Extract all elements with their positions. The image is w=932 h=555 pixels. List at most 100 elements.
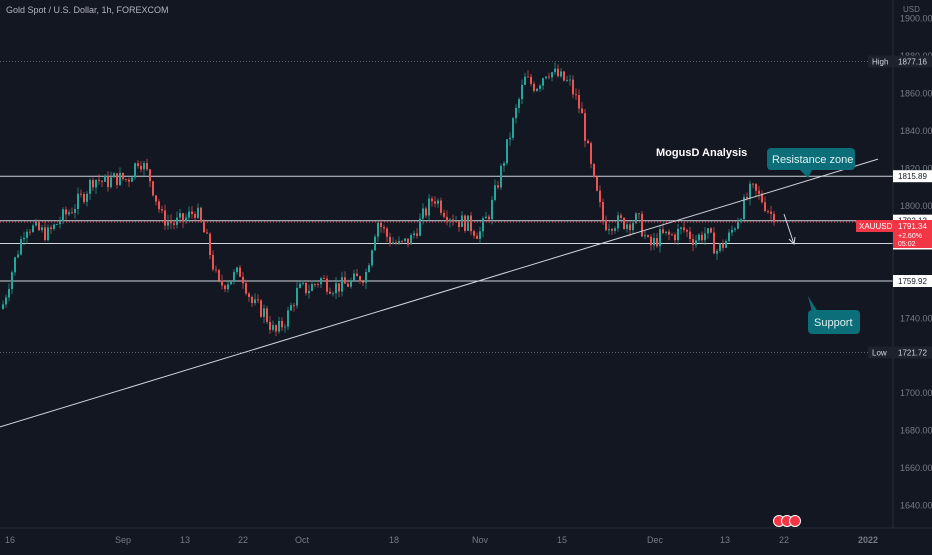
annotation-title[interactable]: MogusD Analysis [656,147,747,159]
forecast-arrow[interactable] [783,213,795,245]
candle-body [422,208,424,219]
candle-body [236,267,238,273]
candle-body [56,224,58,225]
candle-body [323,278,325,279]
candle-body [221,280,223,286]
level-price-label: 1815.89 [898,172,927,181]
candle-body [470,215,472,232]
candle-body [167,220,169,226]
candle-body [275,325,277,332]
candle-body [524,76,526,85]
candle-body [683,227,685,230]
candle-body [365,271,367,283]
candle-body [677,228,679,241]
candle-body [770,211,772,214]
candle-body [461,215,463,227]
candle-body [650,236,652,246]
candle-body [656,238,658,247]
candle-body [587,140,589,144]
candle-body [476,235,478,239]
candle-body [596,176,598,191]
candle-body [644,235,646,237]
candle-body [308,290,310,294]
candle-body [701,234,703,241]
candle-body [452,219,454,222]
candle-body [590,143,592,164]
price-axis[interactable] [892,0,932,528]
candle-body [2,304,4,309]
candle-body [584,113,586,141]
candle-body [575,94,577,96]
candle-body [545,76,547,79]
drawings: MogusD Analysis Resistance zone Support [0,147,893,428]
candle-body [137,163,139,166]
candle-body [755,183,757,191]
candle-body [23,237,25,240]
candle-body [704,233,706,241]
candle-body [614,228,616,231]
candle-body [116,173,118,186]
candle-body [125,179,127,180]
candle-body [230,281,232,285]
candle-body [464,215,466,231]
level-price-label: 1721.72 [898,349,927,358]
candle-body [200,207,202,222]
candle-body [431,198,433,202]
candle-body [632,223,634,231]
candle-body [215,269,217,271]
candle-body [392,242,394,244]
candle-body [419,218,421,236]
candle-body [548,76,550,78]
candle-body [443,212,445,217]
candle-body [227,284,229,290]
current-price-countdown: 05:02 [898,241,916,248]
candle-body [608,229,610,231]
candle-body [689,231,691,239]
candle-body [536,88,538,91]
candle-body [353,273,355,281]
time-axis[interactable] [0,527,932,550]
current-price-tag[interactable]: XAUUSD 1791.34 +2.60% 05:02 [856,220,932,248]
candle-body [113,173,115,178]
candle-body [329,291,331,294]
candle-body [560,71,562,77]
candle-body [266,308,268,322]
x-tick-label: Nov [472,535,489,545]
y-tick-label: 1680.00 [900,426,932,436]
candle-body [509,137,511,140]
candle-body [578,95,580,109]
candle-body [446,216,448,222]
candle-body [194,214,196,218]
candle-body [500,165,502,188]
candle-body [674,234,676,241]
candle-body [158,201,160,210]
candle-body [332,293,334,295]
candle-body [188,211,190,218]
candle-body [284,326,286,328]
candle-body [458,221,460,227]
candle-body [746,197,748,199]
candle-body [764,202,766,211]
candle-body [503,163,505,166]
symbol-title[interactable]: Gold Spot / U.S. Dollar, 1h, FOREXCOM [6,5,169,15]
candle-body [224,285,226,290]
candle-body [371,250,373,266]
candle-body [62,209,64,222]
candle-body [551,72,553,78]
candle-body [725,241,727,248]
candle-body [272,325,274,330]
candle-body [491,199,493,220]
candle-body [767,210,769,212]
trend-line[interactable] [0,158,879,428]
resistance-callout[interactable] [767,148,855,170]
candle-body [344,277,346,284]
candle-body [557,68,559,77]
support-callout[interactable] [808,310,860,334]
candle-body [695,240,697,245]
candle-body [653,238,655,246]
economic-events[interactable] [773,515,801,527]
event-flag-icon[interactable] [789,515,801,527]
candle-body [104,175,106,182]
